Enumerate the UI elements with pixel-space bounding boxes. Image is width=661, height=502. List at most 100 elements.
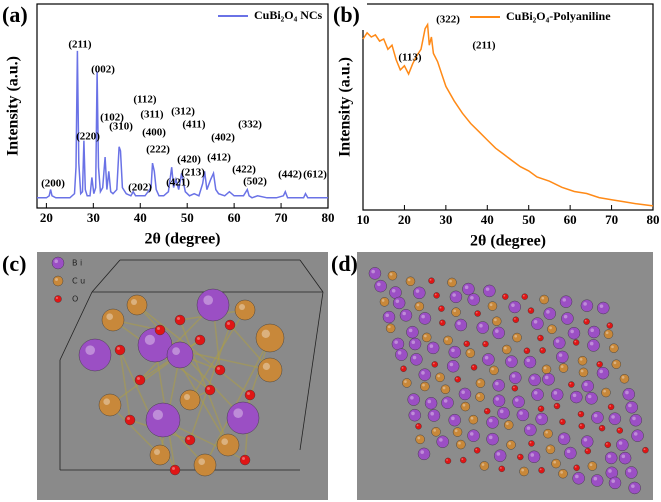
atom xyxy=(492,394,506,407)
atom xyxy=(149,444,171,466)
atom-highlight xyxy=(411,340,416,345)
panel-label-bg xyxy=(333,2,367,30)
atom xyxy=(415,434,425,445)
atom xyxy=(493,449,507,462)
atom-highlight xyxy=(429,278,432,281)
atom-highlight xyxy=(545,430,548,434)
atom-highlight xyxy=(389,272,393,276)
atom-highlight xyxy=(127,417,130,420)
atom-highlight xyxy=(427,399,432,404)
atom-highlight xyxy=(583,437,588,442)
x-tick-label: 10 xyxy=(357,212,370,227)
atom-highlight xyxy=(203,295,213,306)
x-tick-label: 50 xyxy=(181,210,194,225)
atom-highlight xyxy=(504,346,507,350)
atom-highlight xyxy=(593,476,598,481)
atom-highlight xyxy=(506,422,509,426)
atom-highlight xyxy=(538,415,542,419)
atom xyxy=(492,379,505,392)
atom-highlight xyxy=(560,365,564,368)
atom xyxy=(124,414,136,426)
atom xyxy=(444,457,452,465)
atom xyxy=(374,279,387,293)
atom xyxy=(539,294,549,305)
atom-highlight xyxy=(503,294,506,297)
atom xyxy=(550,388,564,401)
atom xyxy=(174,314,186,326)
atom-highlight xyxy=(575,474,579,479)
atom-highlight xyxy=(560,435,565,439)
atom xyxy=(226,401,260,435)
atom-highlight xyxy=(467,350,471,354)
atom xyxy=(474,310,481,317)
atom xyxy=(447,277,457,288)
atom-highlight xyxy=(401,366,404,369)
atom-highlight xyxy=(513,386,515,389)
atom xyxy=(596,361,603,368)
atom xyxy=(542,373,555,386)
atom xyxy=(433,292,440,299)
x-tick-label: 20 xyxy=(40,210,53,225)
atom-highlight xyxy=(458,441,461,445)
atom-highlight xyxy=(605,442,608,445)
atom-legend-label: C u xyxy=(72,277,85,286)
peak-label: (211) xyxy=(472,40,496,52)
atom-highlight xyxy=(526,358,530,363)
atom-highlight xyxy=(377,282,381,287)
atom xyxy=(51,256,65,270)
atom-highlight xyxy=(451,348,455,353)
atom-highlight xyxy=(625,390,629,395)
atom xyxy=(408,408,421,422)
peak-label: (332) xyxy=(238,119,262,131)
atom xyxy=(467,293,480,306)
atom-highlight xyxy=(494,318,497,322)
atom xyxy=(606,322,614,329)
atom xyxy=(528,440,535,447)
atom-highlight xyxy=(198,458,205,466)
atom-highlight xyxy=(152,409,163,420)
atom xyxy=(537,334,544,342)
atom-highlight xyxy=(455,377,458,380)
atom-highlight xyxy=(613,361,617,365)
atom-highlight xyxy=(631,484,635,488)
atom-highlight xyxy=(485,409,488,412)
x-tick-label: 70 xyxy=(605,212,618,227)
atom-highlight xyxy=(563,314,568,319)
atom xyxy=(454,318,468,332)
atom-highlight xyxy=(172,347,181,355)
x-tick-label: 40 xyxy=(134,210,147,225)
atom xyxy=(385,323,396,333)
atom-highlight xyxy=(617,428,620,431)
bond xyxy=(179,319,229,446)
atom-highlight xyxy=(470,416,474,420)
atom-highlight xyxy=(144,334,155,345)
atom xyxy=(204,384,216,396)
atom-legend-label: O xyxy=(72,295,78,304)
y-axis-label: Intensity (a.u.) xyxy=(337,57,354,157)
atom xyxy=(531,388,544,401)
atom xyxy=(443,335,453,346)
atom xyxy=(391,337,405,351)
panel-label: (b) xyxy=(333,2,360,27)
peak-label: (422) xyxy=(232,164,256,176)
atom-highlight xyxy=(570,329,574,334)
atom-highlight xyxy=(437,374,441,378)
atom xyxy=(463,340,470,348)
atom xyxy=(603,329,614,339)
atom xyxy=(489,365,499,376)
atom-highlight xyxy=(547,446,551,450)
atom xyxy=(468,414,479,425)
peak-label: (411) xyxy=(182,119,206,131)
atom-highlight xyxy=(511,303,515,307)
x-tick-label: 80 xyxy=(322,210,335,225)
atom xyxy=(581,379,594,393)
atom-highlight xyxy=(632,416,636,421)
atom-highlight xyxy=(580,369,584,373)
atom xyxy=(543,428,553,439)
atom xyxy=(441,396,454,409)
atom-highlight xyxy=(583,302,587,306)
atom xyxy=(498,465,505,473)
atom xyxy=(539,347,546,354)
atom xyxy=(607,403,615,411)
